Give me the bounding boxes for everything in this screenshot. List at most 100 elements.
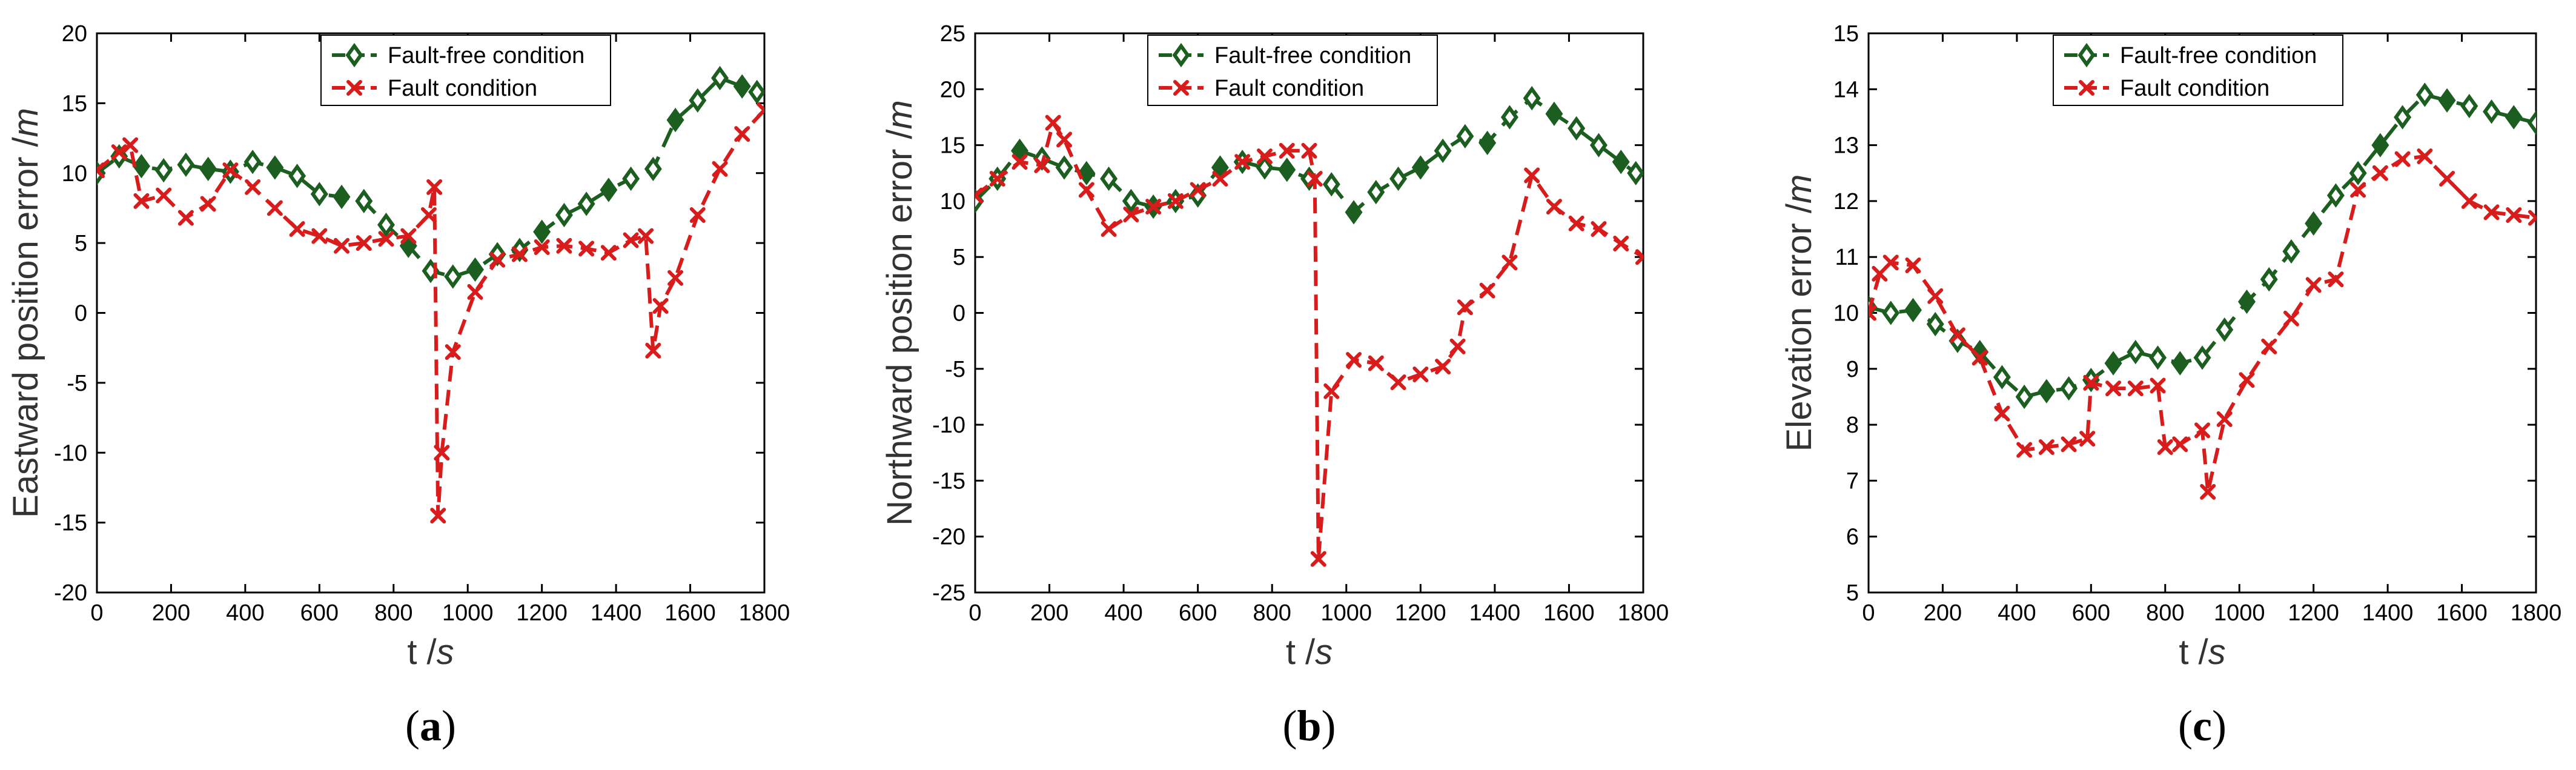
data-point	[1882, 300, 1900, 325]
data-point	[1905, 257, 1921, 274]
data-point	[1635, 249, 1643, 265]
x-axis-label: t /s	[407, 632, 454, 672]
data-point	[267, 200, 283, 216]
data-point	[2083, 374, 2099, 391]
x-tick-label: 1200	[516, 600, 568, 626]
x-tick-label: 600	[300, 600, 339, 626]
data-point	[2483, 204, 2500, 221]
data-point	[445, 344, 461, 360]
data-point	[511, 237, 529, 262]
y-tick-label: 20	[940, 77, 965, 102]
data-point	[2415, 82, 2434, 107]
data-point	[2349, 161, 2367, 185]
data-point	[1882, 254, 1899, 271]
data-point	[2260, 267, 2278, 292]
data-point	[1367, 179, 1385, 205]
y-tick-label: 15	[1833, 21, 1859, 47]
panel-caption-close: )	[2212, 702, 2227, 750]
y-tick-label: 10	[940, 189, 965, 214]
y-axis-unit: m	[1780, 174, 1819, 204]
data-point	[2127, 380, 2144, 397]
data-point	[667, 270, 684, 286]
data-point	[1212, 170, 1228, 187]
y-tick-label: 13	[1833, 133, 1859, 159]
data-point	[1591, 221, 1607, 237]
data-point	[2261, 338, 2277, 354]
x-tick-label: 800	[374, 600, 412, 626]
data-point	[644, 156, 662, 181]
data-point	[1100, 166, 1118, 191]
legend: Fault-free condition Fault condition	[320, 35, 611, 106]
x-tick-label: 0	[968, 600, 981, 626]
y-tick-label: 7	[1846, 468, 1859, 494]
data-point	[1279, 142, 1295, 159]
data-point	[2038, 379, 2056, 403]
x-axis-unit: s	[1315, 632, 1333, 672]
y-tick-label: 25	[940, 21, 965, 47]
x-tick-label: 1000	[2214, 600, 2265, 626]
data-point	[1589, 133, 1608, 158]
data-point	[1613, 236, 1629, 252]
data-point	[2216, 411, 2233, 427]
data-point	[1546, 199, 1562, 215]
data-point	[2305, 211, 2323, 236]
data-point	[310, 182, 328, 207]
data-point	[311, 228, 328, 244]
data-point	[1122, 188, 1140, 214]
data-point	[1278, 158, 1296, 182]
legend-label: Fault condition	[2120, 76, 2270, 101]
data-point	[266, 155, 284, 180]
x-tick-label: 600	[2072, 600, 2110, 626]
data-point	[156, 187, 172, 204]
data-point	[177, 152, 195, 178]
data-point	[1524, 167, 1540, 184]
data-point	[1502, 254, 1518, 271]
data-point	[2460, 93, 2478, 119]
data-point	[2439, 170, 2455, 187]
data-point	[444, 264, 462, 289]
y-tick-label: -10	[54, 440, 87, 466]
data-point	[132, 154, 150, 179]
data-point	[1994, 405, 2010, 422]
data-point	[989, 170, 1005, 187]
x-tick-label: 1600	[2436, 600, 2488, 626]
data-point	[430, 508, 446, 524]
legend-label: Fault-free condition	[2120, 43, 2317, 68]
plot-area	[974, 32, 1644, 594]
data-point	[1568, 215, 1584, 231]
legend-box	[1147, 35, 1438, 106]
y-tick-label: -25	[932, 580, 965, 606]
data-point	[1993, 365, 2011, 390]
panel-caption-letter: a	[420, 702, 442, 750]
x-tick-label: 600	[1179, 600, 1217, 626]
y-tick-label: 20	[62, 21, 87, 47]
x-tick-label: 400	[1104, 600, 1142, 626]
data-point	[333, 184, 351, 210]
data-point	[154, 158, 173, 183]
data-point	[1322, 172, 1340, 197]
legend: Fault-free condition Fault condition	[2053, 35, 2343, 106]
data-point	[652, 297, 669, 314]
data-point	[2060, 376, 2078, 401]
x-tick-label: 400	[226, 600, 264, 626]
series-fault	[975, 115, 1643, 567]
x-tick-label: 1000	[1321, 600, 1372, 626]
x-tick-label: 0	[90, 600, 103, 626]
data-point	[1256, 148, 1273, 165]
data-point	[578, 241, 595, 257]
data-point	[377, 212, 396, 237]
data-point	[288, 164, 306, 188]
data-point	[1256, 155, 1274, 180]
data-point	[1926, 311, 1944, 337]
panel-caption-close: )	[442, 702, 456, 750]
data-point	[1411, 155, 1429, 180]
x-axis-label: t /s	[2179, 632, 2225, 672]
data-point	[1390, 374, 1406, 390]
data-point	[666, 107, 684, 133]
data-point	[1568, 116, 1586, 141]
data-point	[200, 196, 216, 212]
data-point	[1167, 193, 1184, 209]
data-point	[1323, 383, 1340, 399]
data-point	[757, 102, 764, 118]
